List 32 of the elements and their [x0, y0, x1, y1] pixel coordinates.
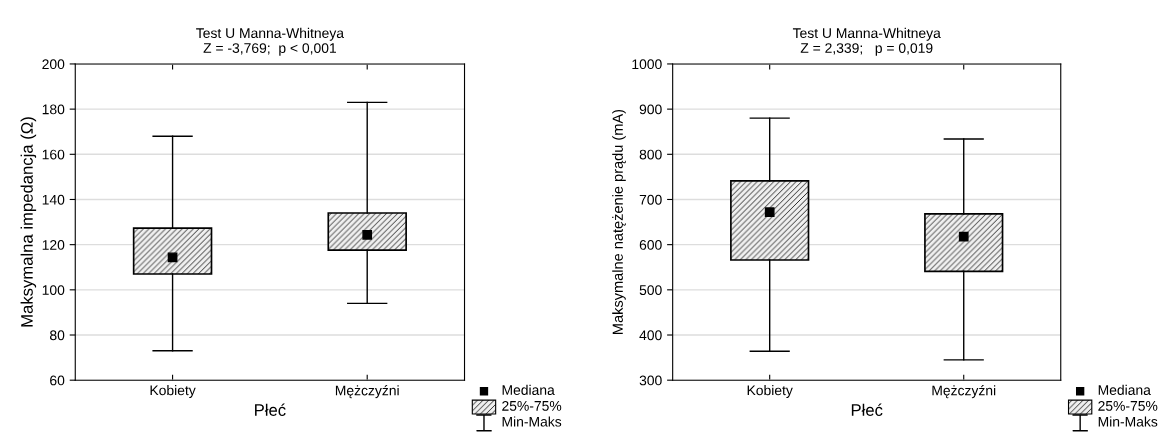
- y-tick-label: 900: [639, 104, 662, 115]
- chart-title: Test U Manna-Whitneya Z = 2,339; p = 0,019: [792, 27, 941, 56]
- chart-title: Test U Manna-Whitneya Z = -3,769; p < 0,001: [196, 27, 344, 56]
- y-tick-label: 180: [42, 104, 65, 115]
- x-tick-label: Mężczyźni: [335, 385, 399, 399]
- text: 25%-75%: [1098, 400, 1158, 411]
- x-tick-label: Mężczyźni: [932, 385, 996, 399]
- y-tick-label: 100: [42, 285, 65, 295]
- y-tick-label: 160: [42, 149, 65, 160]
- y-tick-label: 60: [50, 375, 65, 386]
- x-axis-title: Płeć: [255, 403, 286, 416]
- y-tick-label: 1000: [632, 59, 662, 70]
- y-tick-label: 800: [639, 149, 662, 160]
- y-tick-label: 700: [639, 194, 662, 205]
- text: Min-Maks: [502, 416, 562, 427]
- y-axis-title: Maksymalna impedancja (Ω): [20, 117, 37, 327]
- y-tick-label: 500: [639, 285, 662, 295]
- y-tick-label: 300: [639, 375, 662, 386]
- y-tick-label: 400: [639, 330, 662, 341]
- text: 25%-75%: [502, 400, 562, 411]
- x-axis-title: Płeć: [851, 403, 883, 416]
- y-axis-title: Maksymalne natężenie prądu (mA): [612, 109, 626, 334]
- y-tick-label: 80: [50, 330, 65, 341]
- x-tick-label: Kobiety: [150, 385, 196, 398]
- y-tick-label: 120: [42, 239, 65, 250]
- text: Mediana: [502, 384, 555, 395]
- text: Min-Maks: [1098, 416, 1158, 427]
- x-tick-label: Kobiety: [747, 385, 793, 398]
- y-tick-label: 600: [639, 239, 662, 250]
- y-tick-label: 200: [42, 59, 65, 70]
- y-tick-label: 140: [42, 194, 65, 205]
- text: Mediana: [1098, 384, 1151, 395]
